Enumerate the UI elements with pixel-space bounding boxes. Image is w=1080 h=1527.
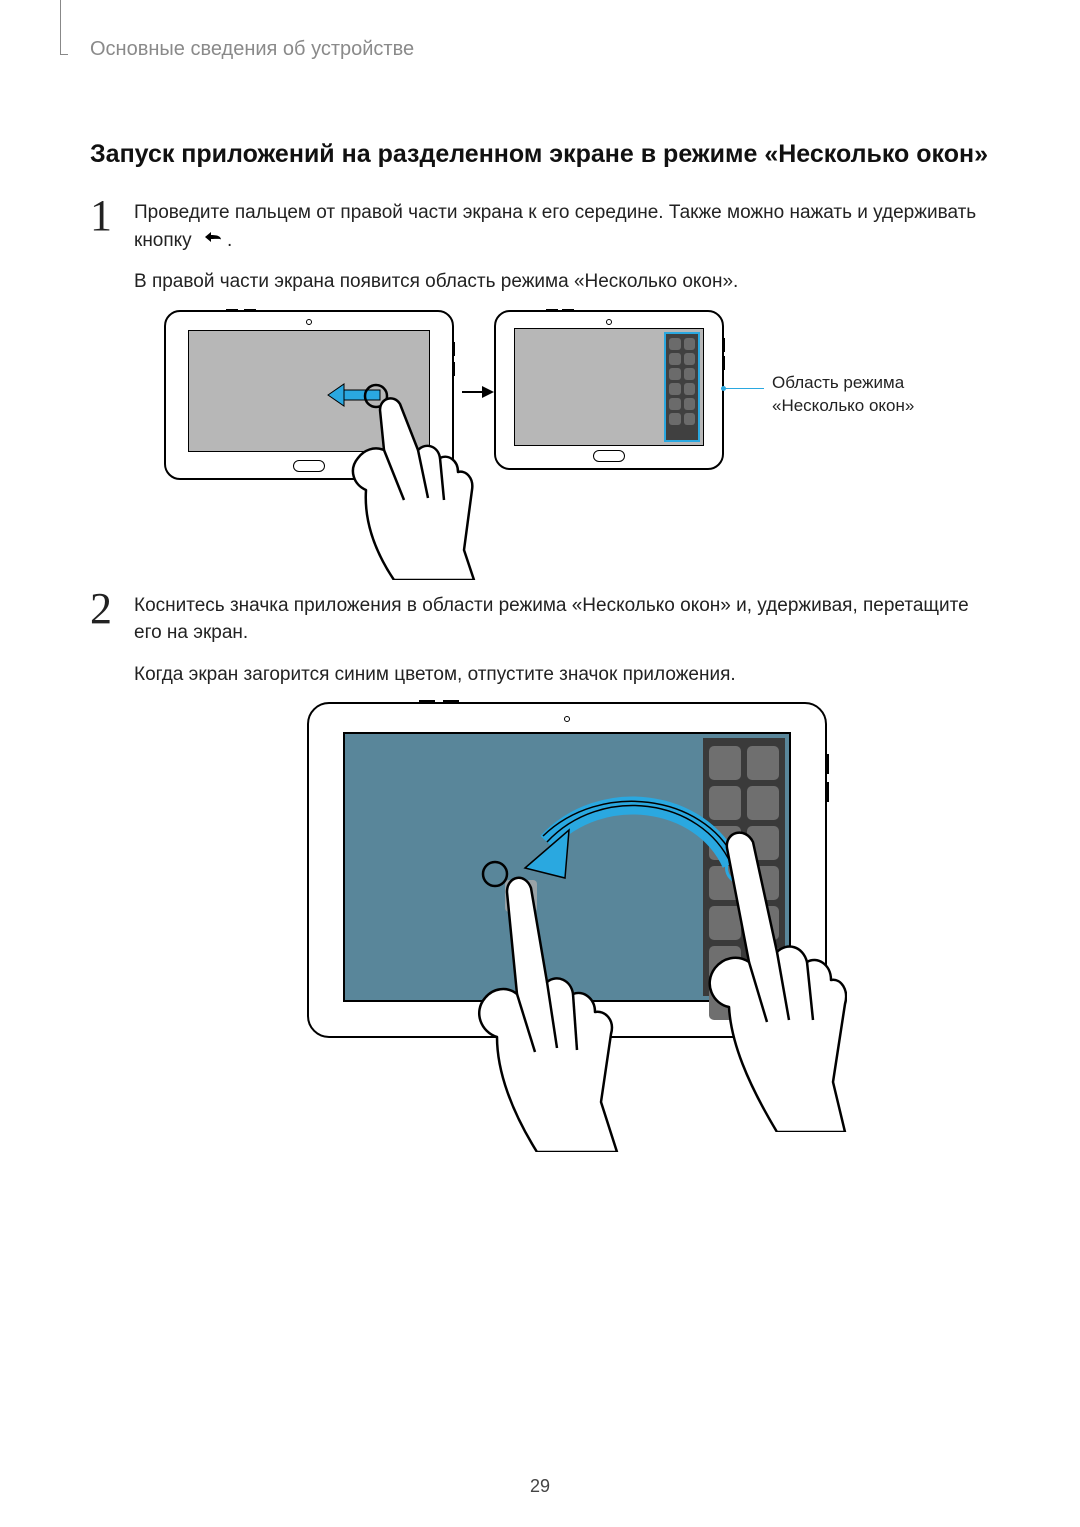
tablet-drag — [307, 702, 827, 1038]
tray-app-icon — [669, 413, 681, 425]
tray-app-icon — [684, 338, 696, 350]
tray-app-icon — [669, 368, 681, 380]
tablet-notch — [419, 700, 435, 704]
tray-app-icon — [684, 368, 696, 380]
tablet-notch — [562, 309, 574, 312]
tablet-camera — [606, 319, 612, 325]
step-2-para-2: Когда экран загорится синим цветом, отпу… — [134, 661, 1000, 689]
figure-2 — [307, 702, 827, 1142]
header-rule — [60, 0, 61, 55]
tray-app-icon — [669, 383, 681, 395]
step-1-para-1: Проведите пальцем от правой части экрана… — [134, 199, 1000, 254]
tablet-home-button — [593, 450, 625, 462]
tray-app-icon — [669, 338, 681, 350]
multiwindow-tray — [664, 332, 700, 442]
step-1-para-2: В правой части экрана появится область р… — [134, 268, 1000, 296]
callout-label: Область режима «Несколько окон» — [772, 372, 914, 418]
tablet-camera — [306, 319, 312, 325]
tablet-notch — [443, 700, 459, 704]
step-1-text-a: Проведите пальцем от правой части экрана… — [134, 202, 976, 251]
tablet-side-button — [825, 782, 829, 802]
manual-page: Основные сведения об устройстве Запуск п… — [0, 0, 1080, 1527]
step-1-text-b: . — [227, 230, 232, 251]
tray-app-icon — [669, 353, 681, 365]
callout-line — [724, 388, 764, 389]
tablet-notch — [226, 309, 238, 312]
step-1-number: 1 — [90, 199, 134, 233]
callout-dot — [721, 386, 726, 391]
tray-app-icon — [684, 398, 696, 410]
hand-right-icon — [627, 812, 847, 1132]
tablet-screen — [514, 328, 704, 446]
section-title: Запуск приложений на разделенном экране … — [90, 140, 1000, 169]
tray-app-icon — [669, 398, 681, 410]
step-1-body: Проведите пальцем от правой части экрана… — [134, 199, 1000, 580]
hand-left-icon — [417, 852, 637, 1152]
tray-app-icon — [684, 353, 696, 365]
page-number: 29 — [0, 1476, 1080, 1497]
transition-arrow-icon — [460, 382, 494, 402]
step-1: 1 Проведите пальцем от правой части экра… — [90, 199, 1000, 580]
page-header: Основные сведения об устройстве — [90, 30, 1000, 80]
tray-app-icon — [684, 413, 696, 425]
tablet-before — [164, 310, 454, 480]
figure-1: Область режима «Несколько окон» — [164, 310, 964, 570]
tablet-after — [494, 310, 724, 470]
callout-line-1: Область режима — [772, 373, 904, 392]
step-2-body: Коснитесь значка приложения в области ре… — [134, 592, 1000, 1143]
step-2-para-1: Коснитесь значка приложения в области ре… — [134, 592, 1000, 647]
step-2: 2 Коснитесь значка приложения в области … — [90, 592, 1000, 1143]
tablet-notch — [546, 309, 558, 312]
tablet-frame — [494, 310, 724, 470]
tablet-side-button — [722, 356, 725, 370]
tray-app-icon — [684, 383, 696, 395]
tray-app-icon — [709, 746, 741, 780]
tablet-side-button — [825, 754, 829, 774]
tablet-side-button — [722, 338, 725, 352]
step-2-number: 2 — [90, 592, 134, 626]
tray-app-icon — [747, 746, 779, 780]
tablet-camera — [564, 716, 570, 722]
callout-line-2: «Несколько окон» — [772, 396, 914, 415]
tablet-notch — [244, 309, 256, 312]
breadcrumb: Основные сведения об устройстве — [90, 30, 1000, 61]
back-icon — [199, 227, 225, 255]
